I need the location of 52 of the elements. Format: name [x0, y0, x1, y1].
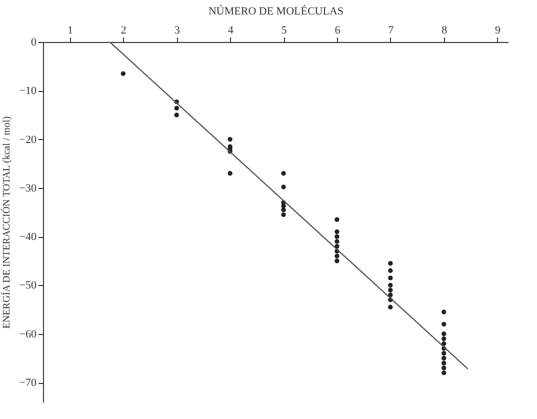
y-axis-title: ENERGÍA DE INTERACCIÓN TOTAL (kcal / mol) [0, 116, 12, 329]
point [442, 366, 446, 370]
y-tick-label: −20 [19, 134, 37, 146]
x-axis-title: NÚMERO DE MOLÉCULAS [208, 4, 344, 18]
point [281, 171, 286, 176]
point [334, 239, 340, 244]
point [388, 261, 393, 266]
point [334, 217, 340, 222]
point [388, 292, 393, 298]
point [442, 341, 446, 346]
point [442, 310, 446, 314]
point [442, 370, 446, 376]
point [388, 288, 393, 292]
point [442, 332, 446, 336]
point [442, 336, 446, 342]
point [228, 136, 232, 142]
point [388, 276, 393, 280]
point [334, 234, 340, 239]
point [334, 229, 340, 234]
x-tick-label: 6 [334, 24, 341, 36]
x-tick-label: 1 [67, 24, 73, 36]
y-tick-label: −50 [19, 280, 37, 292]
x-tick-label: 9 [495, 24, 502, 36]
x-tick-label: 8 [442, 24, 448, 36]
point [442, 356, 446, 361]
point [442, 351, 446, 356]
point [120, 71, 126, 76]
x-tick-label: 3 [174, 24, 180, 36]
y-tick-label: −70 [19, 377, 37, 390]
y-tick-label: −40 [19, 231, 37, 244]
point [442, 360, 446, 366]
x-tick-label: 2 [120, 24, 126, 36]
point [334, 254, 340, 258]
point [281, 212, 286, 218]
point [228, 171, 232, 176]
point [388, 268, 393, 273]
point [174, 112, 179, 118]
y-tick-label: 0 [31, 36, 37, 48]
point [442, 322, 446, 327]
point [174, 106, 179, 111]
point [281, 204, 286, 208]
x-tick-label: 4 [228, 24, 234, 36]
x-tick-label: 5 [281, 24, 288, 36]
point [334, 244, 340, 249]
point [281, 184, 286, 190]
y-tick-label: −60 [19, 328, 37, 340]
y-tick-label: −30 [19, 182, 37, 194]
x-tick-label: 7 [388, 24, 394, 36]
point [388, 282, 393, 288]
point [388, 304, 393, 310]
y-tick-label: −10 [19, 85, 37, 98]
point [334, 258, 340, 264]
